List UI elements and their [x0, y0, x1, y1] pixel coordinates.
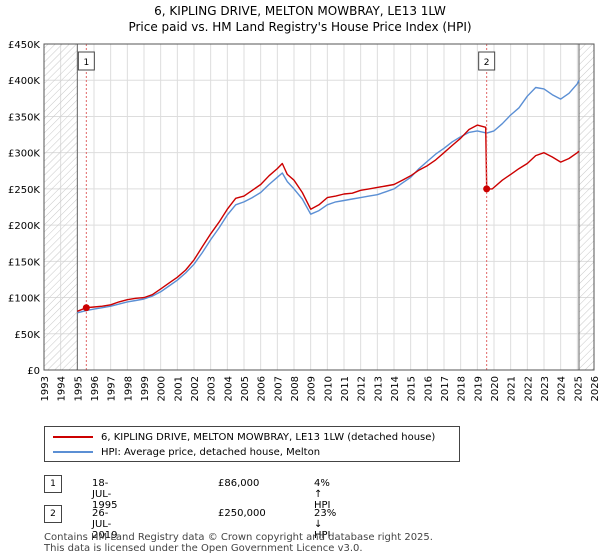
- sale-marker-box: [478, 51, 496, 71]
- plot-frame: [43, 43, 595, 371]
- y-tick-label: £0: [27, 366, 40, 377]
- y-tick-label: £300K: [8, 149, 40, 160]
- x-tick-label: 1998: [123, 376, 134, 401]
- legend-item-property: 6, KIPLING DRIVE, MELTON MOWBRAY, LE13 1…: [53, 430, 435, 444]
- x-tick-label: 2009: [307, 376, 318, 401]
- x-tick-label: 1997: [107, 376, 118, 401]
- footer-licence: This data is licensed under the Open Gov…: [44, 543, 363, 554]
- sale-point: [483, 185, 491, 193]
- sale-marker-label: 1: [83, 58, 89, 68]
- sale-badge-2: 2: [44, 505, 62, 523]
- series-line-hpi: [77, 79, 580, 314]
- y-tick-label: £200K: [8, 221, 40, 232]
- x-tick-label: 2024: [557, 376, 568, 401]
- y-tick-label: £250K: [8, 185, 40, 196]
- y-tick-label: £50K: [14, 330, 40, 341]
- x-tick-label: 2019: [473, 376, 484, 401]
- x-tick-label: 2020: [490, 376, 501, 401]
- legend-label-property: 6, KIPLING DRIVE, MELTON MOWBRAY, LE13 1…: [101, 431, 436, 443]
- hatched-region: [44, 44, 78, 370]
- sale-price-1: £86,000: [218, 478, 260, 489]
- sale-marker-box: [77, 51, 95, 71]
- legend-item-hpi: HPI: Average price, detached house, Melt…: [53, 445, 320, 459]
- x-tick-label: 2016: [423, 376, 434, 401]
- x-tick-label: 2011: [340, 376, 351, 401]
- price-chart: 1 2 1993 1994 1995 1996 1997 1998 1999 2000 2001 2…: [8, 40, 600, 401]
- x-tick-label: 1996: [90, 376, 101, 401]
- sale-point: [82, 304, 90, 312]
- x-tick-label: 2013: [373, 376, 384, 401]
- sale-date-1: 18-JUL-1995: [92, 478, 118, 511]
- x-tick-label: 2000: [157, 376, 168, 401]
- x-tick-label: 2007: [273, 376, 284, 401]
- x-tick-label: 2005: [240, 376, 251, 401]
- x-tick-label: 2026: [590, 376, 600, 401]
- x-tick-label: 2008: [290, 376, 301, 401]
- x-tick-label: 1999: [140, 376, 151, 401]
- y-tick-label: £100K: [8, 294, 40, 305]
- sale-badge-1: 1: [44, 475, 62, 493]
- x-tick-label: 2017: [440, 376, 451, 401]
- y-tick-label: £150K: [8, 257, 40, 268]
- x-tick-label: 2022: [523, 376, 534, 401]
- chart-subtitle: Price paid vs. HM Land Registry's House …: [128, 20, 472, 34]
- legend: 6, KIPLING DRIVE, MELTON MOWBRAY, LE13 1…: [44, 426, 460, 462]
- legend-swatch-property: [53, 436, 93, 438]
- plot-background: [44, 44, 594, 370]
- x-tick-label: 1994: [57, 376, 68, 401]
- y-tick-label: £450K: [8, 40, 40, 51]
- x-tick-label: 2025: [573, 376, 584, 401]
- x-tick-label: 2012: [357, 376, 368, 401]
- x-tick-label: 2023: [540, 376, 551, 401]
- sale-hpi-1: 4% ↑ HPI: [314, 478, 331, 511]
- chart-title: 6, KIPLING DRIVE, MELTON MOWBRAY, LE13 1…: [154, 4, 446, 18]
- x-tick-label: 2015: [407, 376, 418, 401]
- legend-label-hpi: HPI: Average price, detached house, Melt…: [101, 446, 321, 458]
- x-tick-label: 1993: [40, 376, 51, 401]
- hatched-region: [579, 44, 594, 370]
- x-tick-label: 2001: [173, 376, 184, 401]
- sale-hpi-2: 23% ↓ HPI: [314, 508, 337, 541]
- footer-copyright: Contains HM Land Registry data © Crown c…: [44, 532, 433, 543]
- legend-swatch-hpi: [53, 451, 93, 453]
- x-tick-label: 2006: [257, 376, 268, 401]
- sale-date-2: 26-JUL-2019: [92, 508, 118, 541]
- sale-marker-label: 2: [484, 58, 490, 68]
- y-tick-label: £350K: [8, 112, 40, 123]
- x-tick-label: 2002: [190, 376, 201, 401]
- y-tick-label: £400K: [8, 76, 40, 87]
- sale-price-2: £250,000: [218, 508, 266, 519]
- x-tick-label: 2014: [390, 376, 401, 401]
- x-tick-label: 2021: [507, 376, 518, 401]
- x-tick-label: 2003: [207, 376, 218, 401]
- x-tick-label: 2004: [223, 376, 234, 401]
- x-tick-label: 2018: [457, 376, 468, 401]
- series-line-property: [77, 124, 580, 312]
- x-tick-label: 1995: [73, 376, 84, 401]
- x-tick-label: 2010: [323, 376, 334, 401]
